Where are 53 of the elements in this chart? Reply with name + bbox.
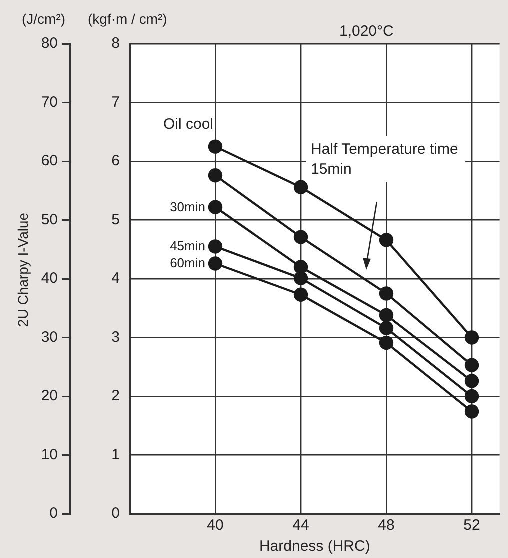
y2-tick-label: 70	[41, 94, 58, 111]
point	[294, 230, 308, 244]
point	[294, 271, 308, 286]
y-tick-label: 1	[112, 446, 120, 464]
y-tick-label: 8	[112, 35, 120, 52]
point	[208, 140, 223, 154]
point	[379, 308, 394, 323]
y-tick-label: 7	[112, 94, 120, 111]
y-tick-label: 3	[112, 328, 120, 346]
y2-tick-label: 50	[41, 211, 58, 228]
y-tick-label: 6	[112, 152, 120, 170]
y2-tick-label: 10	[41, 446, 58, 464]
point	[208, 200, 223, 214]
y2-tick-label: 80	[41, 35, 58, 52]
x-axis-title: Hardness (HRC)	[259, 538, 370, 556]
y-tick-label: 5	[112, 211, 120, 228]
series-label: 60min	[170, 256, 206, 271]
x-tick-label: 40	[207, 517, 224, 534]
point	[464, 330, 480, 345]
point	[464, 389, 480, 404]
series-label: 30min	[170, 199, 206, 214]
y-tick-label: 4	[112, 270, 120, 288]
y2-tick-label: 30	[41, 328, 58, 346]
y2-tick-label: 40	[41, 270, 58, 288]
y2-tick-label: 60	[41, 152, 58, 170]
annotation: 15min	[311, 161, 352, 178]
point	[464, 374, 480, 388]
point	[208, 256, 223, 271]
series-label: 45min	[170, 238, 206, 254]
y-tick-label: 0	[112, 505, 120, 522]
x-tick-label: 44	[292, 517, 310, 534]
y2-axis-title: (J/cm²)	[22, 11, 66, 27]
point	[379, 321, 394, 336]
point	[294, 180, 308, 194]
point	[294, 260, 308, 274]
point	[379, 233, 394, 248]
series-label: Oil cool	[164, 116, 214, 133]
y2-tick-label: 0	[50, 505, 58, 522]
point	[379, 336, 394, 350]
y2-tick-label: 20	[41, 388, 58, 405]
point	[464, 358, 480, 372]
y-axis-title: (kgf·m / cm²)	[88, 11, 168, 27]
point	[294, 288, 308, 302]
annotation: Half Temperature time	[311, 141, 458, 158]
chart-title: 1,020°C	[339, 23, 394, 40]
point	[208, 168, 223, 183]
point	[208, 240, 223, 254]
x-tick-label: 52	[464, 517, 480, 534]
point	[464, 404, 480, 419]
point	[379, 286, 394, 301]
y-tick-label: 2	[112, 388, 120, 405]
text: 2U Charpy I-Value	[15, 212, 31, 328]
x-tick-label: 48	[378, 517, 395, 534]
